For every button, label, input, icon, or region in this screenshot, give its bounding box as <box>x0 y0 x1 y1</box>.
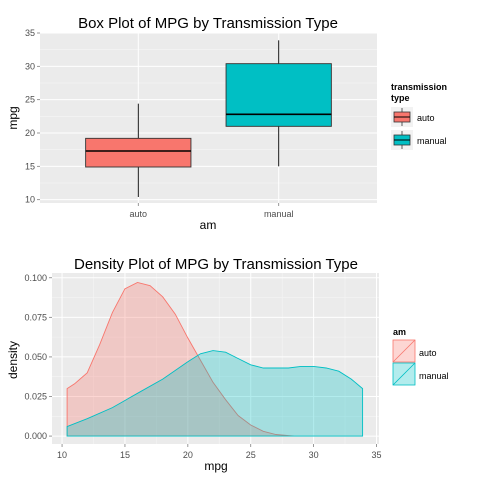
density-plot-y-ticks: 0.000 0.025 0.050 0.075 0.100 <box>24 273 52 441</box>
density-area-manual <box>66 350 364 437</box>
box-x-tick-label-auto: auto <box>130 209 148 219</box>
box-plot-y-ticks: 10 15 20 25 30 35 <box>25 28 40 205</box>
dens-y-tick-label-2: 0.050 <box>24 352 47 362</box>
density-legend-label-manual: manual <box>419 371 449 381</box>
box-plot-title: Box Plot of MPG by Transmission Type <box>78 15 338 32</box>
density-legend-label-auto: auto <box>419 348 437 358</box>
box-y-tick-label-0: 10 <box>25 195 35 205</box>
dens-x-tick-label-3: 25 <box>246 450 256 460</box>
density-plot-x-label: mpg <box>204 459 227 473</box>
box-y-tick-label-4: 30 <box>25 61 35 71</box>
box-y-tick-label-5: 35 <box>25 28 35 38</box>
box-legend-title-line1: transmission <box>391 82 447 92</box>
density-legend-keys <box>392 339 416 386</box>
box-y-tick-label-1: 15 <box>25 161 35 171</box>
box-plot-chart: Box Plot of MPG by Transmission Type 101… <box>6 15 447 232</box>
box-x-tick-label-manual: manual <box>264 209 294 219</box>
density-plot-panel <box>52 273 379 444</box>
density-plot-legend: am auto manual <box>392 327 449 386</box>
box-y-tick-label-3: 25 <box>25 95 35 105</box>
density-legend-title: am <box>393 327 406 337</box>
dens-x-tick-label-4: 30 <box>309 450 319 460</box>
density-plot-x-ticks: 10 15 20 25 30 35 <box>57 444 381 460</box>
dens-x-tick-label-0: 10 <box>57 450 67 460</box>
density-area-auto <box>66 282 294 437</box>
box-legend-title-line2: type <box>391 93 410 103</box>
box-auto <box>85 137 192 168</box>
box-manual <box>225 63 332 127</box>
box-plot-x-label: am <box>200 218 217 232</box>
dens-y-tick-label-3: 0.075 <box>24 312 47 322</box>
dens-legend-key-slash-auto <box>392 339 416 363</box>
box-plot-marks <box>85 40 332 197</box>
box-legend-keys <box>391 107 413 150</box>
box-plot-x-ticks: auto manual <box>130 203 294 219</box>
dens-x-tick-label-5: 35 <box>371 450 381 460</box>
box-y-tick-label-2: 20 <box>25 128 35 138</box>
box-plot-legend: transmission type auto manual <box>391 82 447 150</box>
density-plot-y-label: density <box>6 341 20 379</box>
density-plot-marks <box>66 282 364 437</box>
dens-y-tick-label-4: 0.100 <box>24 273 47 283</box>
dens-y-tick-label-1: 0.025 <box>24 392 47 402</box>
dens-y-tick-label-0: 0.000 <box>24 431 47 441</box>
box-legend-label-auto: auto <box>417 113 435 123</box>
dens-legend-key-slash-manual <box>392 362 416 386</box>
box-legend-label-manual: manual <box>417 136 447 146</box>
density-plot-chart: Density Plot of MPG by Transmission Type… <box>6 256 449 473</box>
density-plot-title: Density Plot of MPG by Transmission Type <box>74 256 358 273</box>
dens-x-tick-label-1: 15 <box>120 450 130 460</box>
dens-x-tick-label-2: 20 <box>183 450 193 460</box>
box-plot-y-label: mpg <box>6 106 20 129</box>
